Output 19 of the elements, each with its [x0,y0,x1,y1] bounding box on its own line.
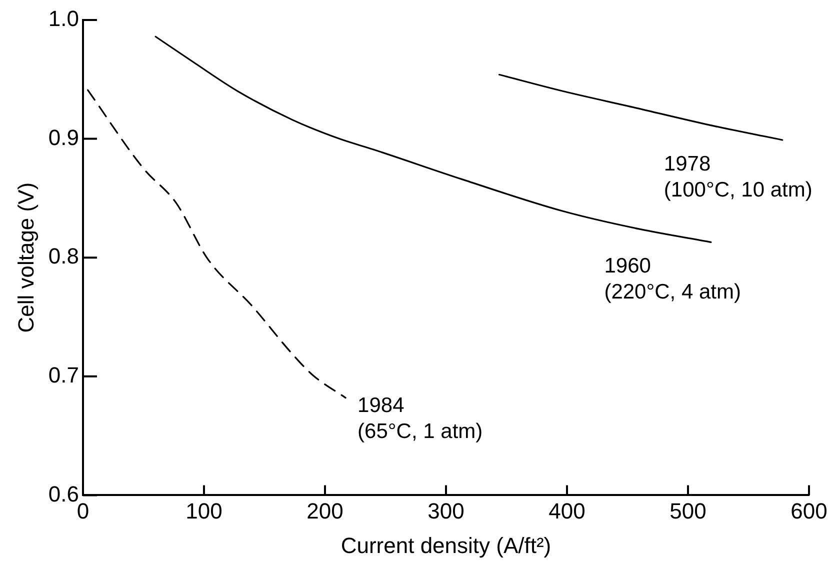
line-series [498,74,784,141]
x-tick-label: 200 [306,498,344,524]
y-axis-title: Cell voltage (V) [13,182,38,333]
series-label: 1984 (65°C, 1 atm) [358,394,483,444]
y-tick-label: 0.9 [48,124,79,150]
x-tick-label: 100 [186,498,222,524]
series-label: 1978 (100°C, 10 atm) [664,152,812,202]
x-tick-label: 500 [670,498,706,524]
x-tick-label: 300 [428,498,464,524]
x-axis-title: Current density (A/ft²) [340,532,552,558]
series-label: 1960 (220°C, 4 atm) [604,254,741,304]
x-tick-label: 0 [76,498,90,524]
line-series [87,89,346,399]
y-tick-label: 1.0 [48,6,79,32]
x-tick-label: 400 [548,498,586,524]
y-tick-label: 0.7 [48,362,79,388]
y-tick-label: 0.8 [48,244,79,269]
y-tick-label: 0.6 [48,481,79,506]
x-tick-label: 600 [790,498,828,524]
